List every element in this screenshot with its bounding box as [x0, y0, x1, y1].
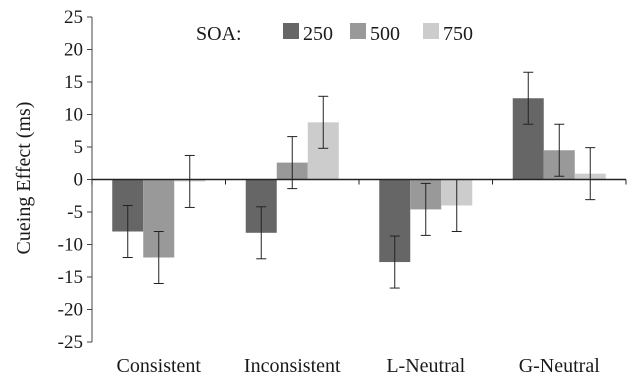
y-tick-label: -15	[58, 267, 83, 288]
error-bar-750-consistent	[184, 154, 195, 208]
error-bar-500-l-neutral	[420, 182, 431, 236]
error-bars	[122, 71, 596, 289]
y-tick-label: 25	[64, 7, 83, 28]
category-labels: Consistent Inconsistent L-Neutral G-Neutral	[117, 355, 601, 377]
error-bar-750-inconsistent	[318, 95, 329, 149]
category-label-l-neutral: L-Neutral	[386, 355, 465, 377]
legend-label-500: 500	[370, 23, 400, 45]
error-bar-250-l-neutral	[389, 235, 400, 289]
category-label-inconsistent: Inconsistent	[244, 355, 341, 377]
legend-label-250: 250	[303, 23, 333, 45]
error-bar-500-consistent	[153, 231, 164, 284]
error-bar-750-g-neutral	[585, 147, 596, 201]
y-axis-title: Cueing Effect (ms)	[13, 102, 35, 255]
y-tick-label: -10	[58, 235, 83, 256]
y-axis: 25 20 15 10 5 0 -5 -10 -15 -20 -25	[58, 7, 93, 353]
legend-swatch-500	[350, 23, 366, 39]
y-tick-label: 15	[64, 72, 83, 93]
error-bar-250-consistent	[122, 205, 133, 258]
y-tick-label: -20	[58, 300, 83, 321]
x-axis	[91, 178, 627, 185]
legend: SOA: 250 500 750	[196, 23, 473, 45]
y-tick-label: 0	[74, 170, 84, 191]
y-tick-label: -5	[67, 202, 83, 223]
y-tick-label: 20	[64, 40, 83, 61]
y-tick-label: -25	[58, 332, 83, 353]
error-bar-250-inconsistent	[256, 206, 267, 260]
error-bar-500-g-neutral	[554, 123, 565, 177]
category-label-g-neutral: G-Neutral	[519, 355, 601, 377]
legend-label-750: 750	[443, 23, 473, 45]
y-tick-label: 10	[64, 105, 83, 126]
legend-title: SOA:	[196, 23, 242, 45]
error-bar-250-g-neutral	[523, 71, 534, 125]
category-label-consistent: Consistent	[117, 355, 202, 377]
y-tick-label: 5	[74, 137, 84, 158]
legend-swatch-750	[423, 23, 439, 39]
legend-swatch-250	[283, 23, 299, 39]
